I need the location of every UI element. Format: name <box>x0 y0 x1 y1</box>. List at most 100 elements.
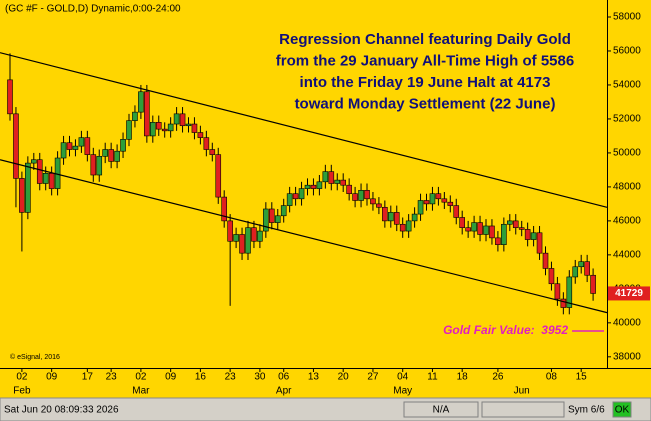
x-tick-label: 20 <box>338 372 350 383</box>
candle-body <box>298 188 305 200</box>
candle-body <box>423 200 430 205</box>
x-tick-label: 23 <box>225 372 237 383</box>
last-price-box <box>608 286 650 301</box>
candle-body <box>209 149 216 155</box>
annotation-line: toward Monday Settlement (22 June) <box>295 95 556 112</box>
month-label: Mar <box>132 386 150 397</box>
candle-body <box>42 173 49 184</box>
x-tick-label: 02 <box>16 372 28 383</box>
candle-body <box>411 213 418 222</box>
candle-body <box>590 274 596 294</box>
copyright: © eSignal, 2016 <box>10 353 60 361</box>
candle-body <box>447 201 454 206</box>
candle-body <box>132 111 138 121</box>
candle-body <box>257 230 263 242</box>
candle-body <box>197 132 204 138</box>
candle-body <box>471 222 477 232</box>
y-tick-label: 44000 <box>613 250 641 261</box>
x-tick-label: 08 <box>546 372 558 383</box>
last-price-label: 41729 <box>615 288 643 299</box>
candle-body <box>60 142 67 159</box>
candle-body <box>84 137 91 155</box>
y-tick-label: 56000 <box>613 46 641 57</box>
y-tick-label: 50000 <box>613 148 641 159</box>
candle-body <box>30 159 37 164</box>
month-label: Jun <box>514 386 530 397</box>
candle-body <box>161 128 168 132</box>
candle-body <box>66 142 73 150</box>
candle-body <box>191 123 198 133</box>
candle-body <box>518 227 525 230</box>
candle-body <box>102 149 108 157</box>
candle-body <box>310 184 317 189</box>
candle-body <box>233 234 239 242</box>
candle-body <box>126 120 132 140</box>
candle-body <box>48 173 55 189</box>
candle-body <box>263 208 269 232</box>
candle-body <box>227 220 233 242</box>
candle-body <box>150 122 156 137</box>
candle-body <box>376 203 382 208</box>
candle-body <box>524 229 531 240</box>
month-label: Apr <box>276 386 292 397</box>
candle-body <box>78 137 85 147</box>
candle-body <box>203 137 210 150</box>
candle-body <box>405 220 412 232</box>
candle-body <box>417 200 424 215</box>
candle-body <box>483 225 489 235</box>
candle-body <box>13 113 19 179</box>
candle-body <box>328 171 335 184</box>
y-tick-label: 46000 <box>613 216 641 227</box>
candle-body <box>245 227 251 254</box>
candle-body <box>459 217 466 228</box>
x-tick-label: 26 <box>492 372 504 383</box>
y-tick-label: 54000 <box>613 80 641 91</box>
candle-body <box>144 91 150 137</box>
candle-body <box>566 276 573 308</box>
status-field-box <box>403 401 479 418</box>
y-tick-label: 58000 <box>613 12 641 23</box>
candle-body <box>292 193 299 200</box>
x-tick-label: 18 <box>457 372 469 383</box>
x-tick-label: 09 <box>165 372 177 383</box>
candle-body <box>429 193 436 205</box>
candle-body <box>512 220 519 228</box>
candle-body <box>495 237 501 245</box>
status-ok-box <box>612 401 632 418</box>
status-ok: OK <box>615 405 630 416</box>
chart-background <box>0 0 651 400</box>
status-sym: Sym 6/6 <box>568 405 605 416</box>
annotation-line: into the Friday 19 June Halt at 4173 <box>300 74 551 91</box>
candle-body <box>19 178 25 213</box>
candle-body <box>120 139 126 152</box>
candle-body <box>7 79 13 115</box>
candle-body <box>316 181 323 189</box>
candle-body <box>382 206 388 222</box>
candle-body <box>185 123 192 127</box>
x-tick-label: 04 <box>397 372 409 383</box>
candle-body <box>334 179 341 184</box>
candle-body <box>221 196 227 222</box>
annotation-line: from the 29 January All-Time High of 558… <box>276 52 574 69</box>
candle-body <box>536 232 543 254</box>
candle-body <box>387 212 394 222</box>
y-tick-label: 48000 <box>613 182 641 193</box>
candle-body <box>465 227 471 232</box>
candle-body <box>239 234 245 254</box>
status-empty-box <box>481 401 565 418</box>
candle-body <box>399 223 406 232</box>
candle-body <box>179 113 186 127</box>
candle-body <box>453 205 460 218</box>
candle-body <box>506 220 513 225</box>
candle-body <box>173 113 180 125</box>
candle-body <box>542 252 549 269</box>
candle-body <box>554 283 561 300</box>
candle-body <box>548 268 555 285</box>
candle-body <box>274 215 281 223</box>
candle-body <box>358 189 364 201</box>
candle-body <box>435 193 442 200</box>
candle-body <box>155 122 162 130</box>
annotation-line: Regression Channel featuring Daily Gold <box>279 31 571 48</box>
candle-body <box>251 227 257 242</box>
